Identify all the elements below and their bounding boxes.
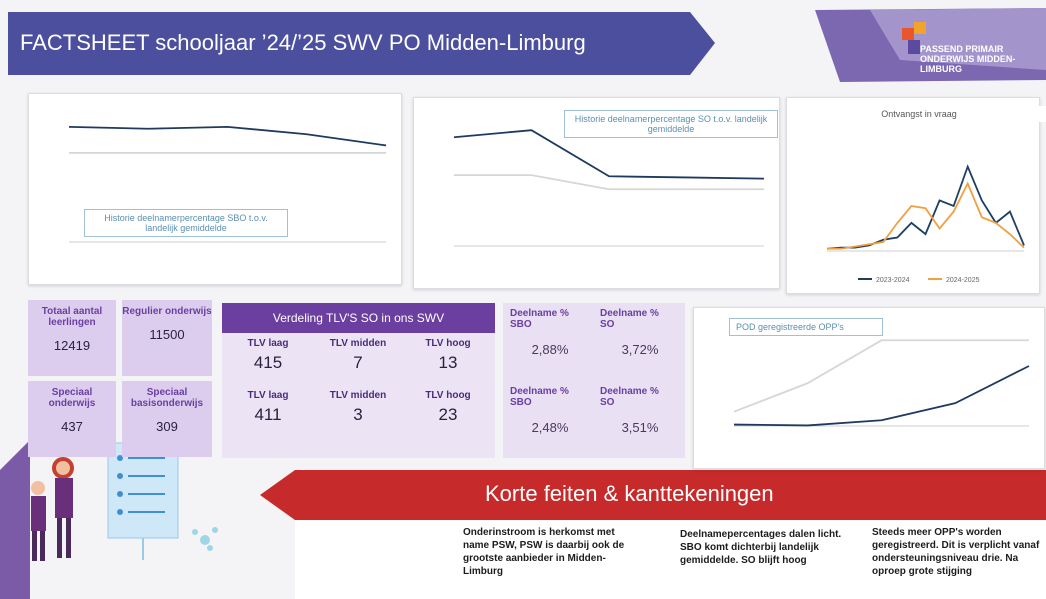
logo-mark	[900, 18, 930, 58]
tlv-value: 411	[228, 405, 308, 425]
stat-tile: Regulier onderwijs 11500	[122, 300, 212, 376]
stat-value: 12419	[28, 338, 116, 353]
chart-title: POD geregistreerde OPP's	[729, 318, 883, 336]
note: Steeds meer OPP's worden geregistreerd. …	[872, 526, 1046, 578]
chart: 2023-2024 2024-2025	[787, 98, 1039, 293]
notes-title: Korte feiten & kanttekeningen	[485, 481, 774, 507]
tlv-value: 7	[318, 353, 398, 373]
tlv-title: Verdeling TLV'S SO in ons SWV	[222, 311, 495, 325]
legend-label: 2023-2024	[876, 277, 910, 284]
tlv-cell: TLV midden 3	[318, 390, 398, 425]
stat-tile: Speciaal onderwijs 437	[28, 381, 116, 457]
data-line	[734, 366, 1029, 425]
tlv-label: TLV midden	[318, 390, 398, 401]
stat-value: 309	[122, 419, 212, 434]
factsheet: FACTSHEET schooljaar ’24/’25 SWV PO Midd…	[0, 0, 1046, 599]
stat-value: 11500	[122, 327, 212, 342]
tlv-value: 23	[408, 405, 488, 425]
tlv-label: TLV hoog	[408, 338, 488, 349]
tlv-cell: TLV hoog 13	[408, 338, 488, 373]
tlv-cell: TLV laag 411	[228, 390, 308, 425]
chart-card: Historie deelnamerpercentage SO t.o.v. l…	[413, 97, 780, 289]
tlv-label: TLV hoog	[408, 390, 488, 401]
deelname-cell: Deelname % SO 3,51%	[600, 386, 680, 435]
tlv-cell: TLV hoog 23	[408, 390, 488, 425]
chart-card: Historie deelnamerpercentage SBO t.o.v. …	[28, 93, 402, 285]
stat-label: Speciaal onderwijs	[28, 387, 116, 409]
tlv-label: TLV laag	[228, 390, 308, 401]
stat-label: Totaal aantal leerlingen	[28, 306, 116, 328]
deelname-label: Deelname % SBO	[510, 308, 570, 330]
chart-title: Historie deelnamerpercentage SBO t.o.v. …	[84, 209, 288, 237]
tlv-label: TLV laag	[228, 338, 308, 349]
deelname-value: 3,72%	[600, 342, 680, 357]
header-title: FACTSHEET schooljaar ’24/’25 SWV PO Midd…	[20, 30, 586, 56]
stat-label: Regulier onderwijs	[122, 306, 212, 317]
chart-title: Ontvangst in vraag	[787, 106, 1046, 122]
stat-value: 437	[28, 419, 116, 434]
deelname-value: 3,51%	[600, 420, 680, 435]
deelname-cell: Deelname % SO 3,72%	[600, 308, 680, 357]
deelname-cell: Deelname % SBO 2,48%	[510, 386, 590, 435]
deelname-label: Deelname % SBO	[510, 386, 570, 408]
chart-card: POD geregistreerde OPP's	[693, 307, 1045, 469]
tlv-value: 415	[228, 353, 308, 373]
chart	[29, 94, 401, 284]
tlv-cell: TLV midden 7	[318, 338, 398, 373]
data-line	[734, 340, 1029, 411]
legend-label: 2024-2025	[946, 277, 980, 284]
deelname-value: 2,88%	[510, 342, 590, 357]
chart-title: Historie deelnamerpercentage SO t.o.v. l…	[564, 110, 778, 138]
deelname-label: Deelname % SO	[600, 308, 660, 330]
deelname-value: 2,48%	[510, 420, 590, 435]
tlv-label: TLV midden	[318, 338, 398, 349]
tlv-value: 13	[408, 353, 488, 373]
note: Onderinstroom is herkomst met name PSW, …	[463, 526, 638, 578]
tlv-cell: TLV laag 415	[228, 338, 308, 373]
stat-label: Speciaal basisonderwijs	[122, 387, 212, 409]
logo-text: PASSEND PRIMAIR ONDERWIJS MIDDEN-LIMBURG	[920, 44, 1040, 74]
data-line	[69, 127, 386, 146]
tlv-value: 3	[318, 405, 398, 425]
note: Deelnamepercentages dalen licht. SBO kom…	[680, 528, 850, 567]
stat-tile: Totaal aantal leerlingen 12419	[28, 300, 116, 376]
data-line	[827, 184, 1024, 249]
deelname-cell: Deelname % SBO 2,88%	[510, 308, 590, 357]
deelname-label: Deelname % SO	[600, 386, 660, 408]
stat-tile: Speciaal basisonderwijs 309	[122, 381, 212, 457]
